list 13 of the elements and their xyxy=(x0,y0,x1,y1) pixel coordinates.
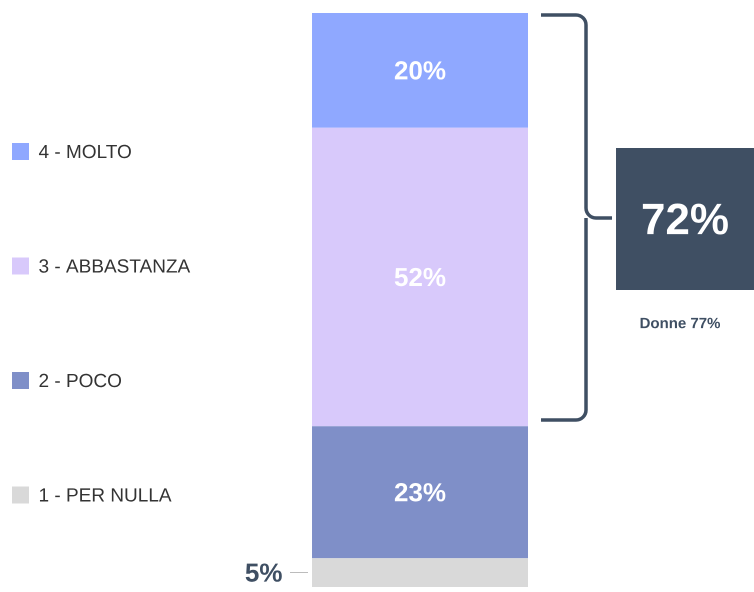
bar xyxy=(312,12,528,128)
legend-label: 1 - PER NULLA xyxy=(40,488,172,502)
text: Donne 77% xyxy=(640,318,720,328)
bar xyxy=(312,128,528,426)
data-label: 20% xyxy=(394,61,446,80)
legend-label: 4 - MOLTO xyxy=(38,144,131,158)
legend-label: 3 - ABBASTANZA xyxy=(39,259,190,273)
legend-label: 2 - POCO xyxy=(39,374,122,388)
bar xyxy=(312,426,528,558)
text: 72% xyxy=(642,203,728,235)
data-label: 23% xyxy=(394,483,446,502)
bar xyxy=(312,558,528,587)
data-label: 5% xyxy=(246,563,282,582)
